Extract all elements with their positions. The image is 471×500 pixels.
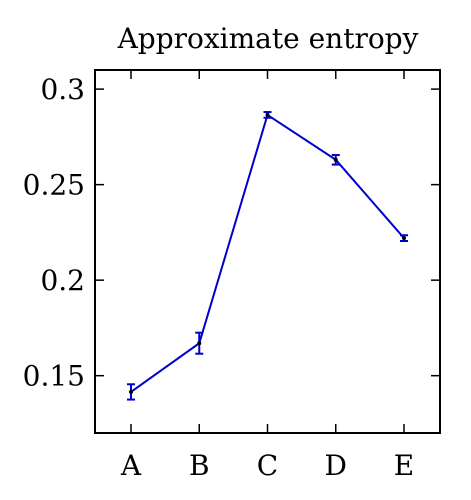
data-point [265, 112, 270, 117]
y-tick-label: 0.15 [23, 360, 85, 393]
plot-frame [94, 69, 441, 434]
x-tick-label: B [189, 449, 210, 482]
data-point [129, 389, 133, 394]
y-tick-label: 0.2 [40, 264, 85, 297]
data-point [402, 236, 406, 241]
x-axis: A B C D E [120, 70, 414, 482]
y-axis: 0.15 0.2 0.25 0.3 [23, 73, 440, 393]
chart-title: Approximate entropy [117, 22, 419, 55]
x-tick-label: C [257, 449, 278, 482]
x-tick-label: E [394, 449, 414, 482]
x-tick-label: D [325, 449, 347, 482]
x-tick-label: A [120, 449, 142, 482]
y-tick-label: 0.3 [40, 73, 85, 106]
data-point [333, 157, 338, 162]
y-tick-label: 0.25 [23, 169, 85, 202]
data-point [197, 341, 202, 346]
series-line [130, 113, 405, 393]
plot-area [127, 111, 408, 401]
